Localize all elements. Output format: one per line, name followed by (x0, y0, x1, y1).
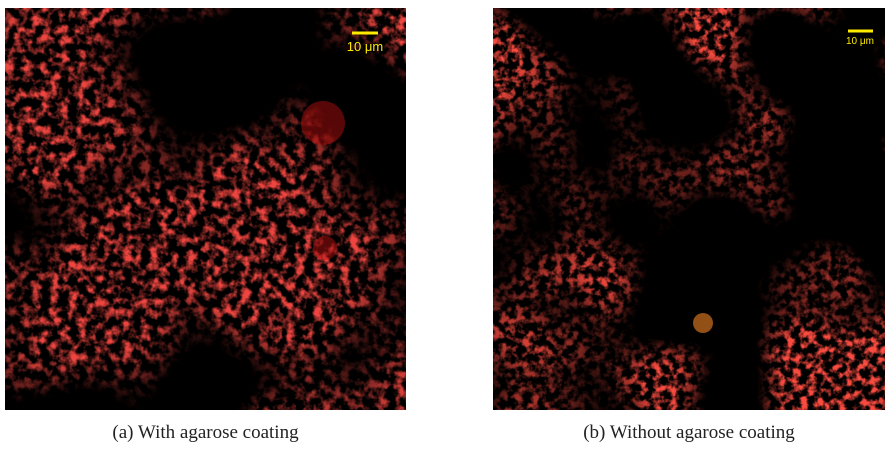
caption: (b) Without agarose coating (493, 422, 885, 444)
scale-bar-label: 10 μm (347, 39, 383, 54)
micrograph-a: 10 μm (5, 8, 406, 410)
page: 10 μm (a) With agarose coating 10 μm (b)… (0, 0, 885, 453)
scale-bar-label: 10 μm (846, 36, 874, 47)
caption: (a) With agarose coating (5, 422, 406, 444)
micrograph-b: 10 μm (493, 8, 885, 410)
